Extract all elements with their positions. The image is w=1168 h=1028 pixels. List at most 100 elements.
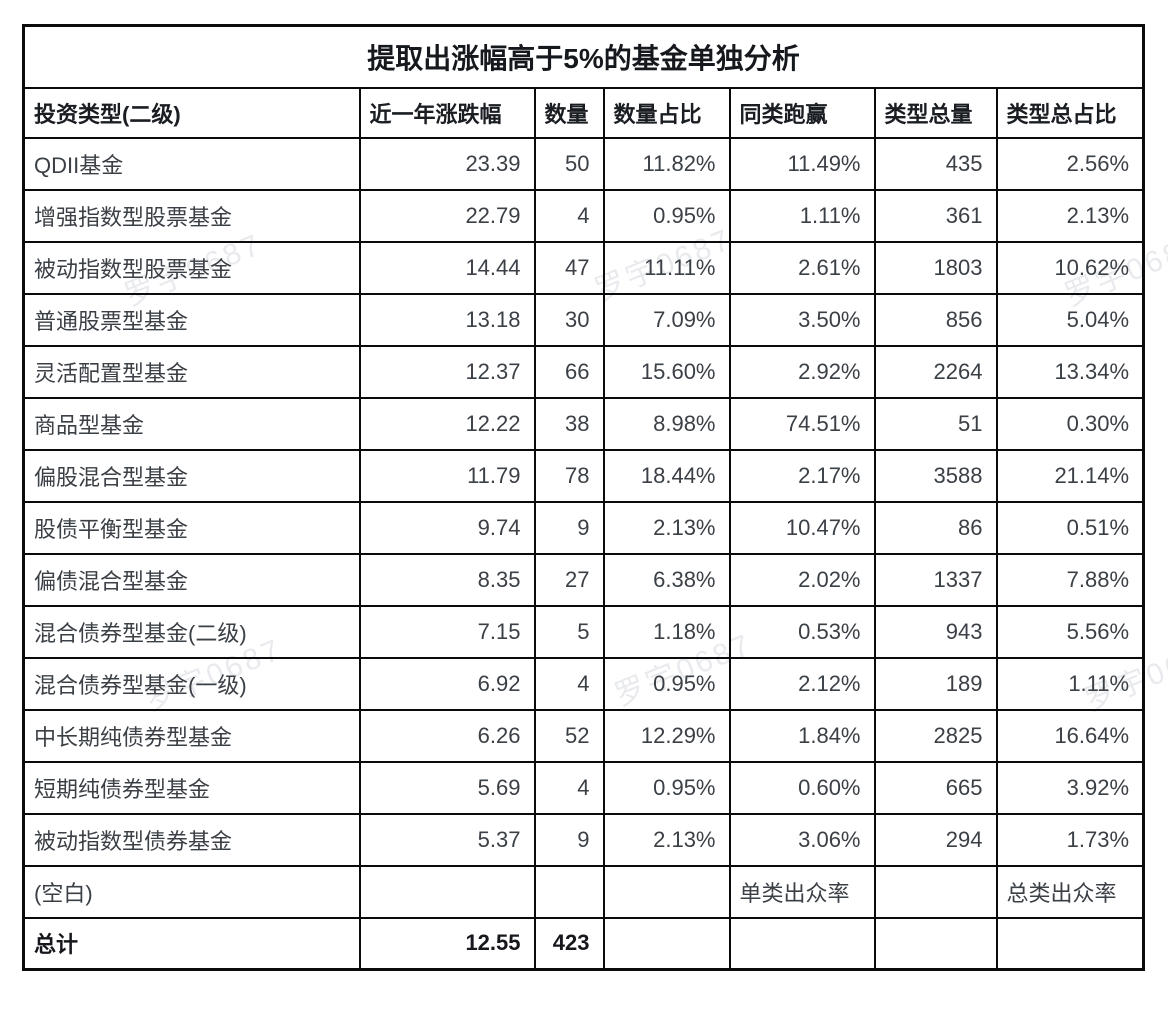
table-row: 偏债混合型基金 8.35 27 6.38% 2.02% 1337 7.88% [22,552,1145,607]
cell-type-total: 189 [873,656,998,711]
cell-investment-type: 短期纯债券型基金 [22,760,361,815]
table-row: 灵活配置型基金 12.37 66 15.60% 2.92% 2264 13.34… [22,344,1145,399]
cell-type-total-share: 21.14% [995,448,1145,503]
cell-count-share: 15.60% [602,344,731,399]
cell-type-total: 856 [873,292,998,347]
cell-one-year-change: 12.37 [358,344,536,399]
cell-type-total: 86 [873,500,998,555]
cell-outperform [728,916,876,971]
table-row: 混合债券型基金(一级) 6.92 4 0.95% 2.12% 189 1.11% [22,656,1145,711]
cell-count: 47 [533,240,605,295]
cell-type-total-share: 3.92% [995,760,1145,815]
cell-total-label: 总计 [22,916,361,971]
cell-outperform: 1.84% [728,708,876,763]
cell-one-year-change: 8.35 [358,552,536,607]
cell-count [533,864,605,919]
table-row: 偏股混合型基金 11.79 78 18.44% 2.17% 3588 21.14… [22,448,1145,503]
cell-outperform: 3.50% [728,292,876,347]
cell-type-total: 435 [873,136,998,191]
cell-count-share: 0.95% [602,188,731,243]
cell-count: 38 [533,396,605,451]
col-header-count: 数量 [533,86,605,139]
cell-type-total-share [995,916,1145,971]
cell-count: 4 [533,656,605,711]
cell-investment-type: QDII基金 [22,136,361,191]
table-row: 股债平衡型基金 9.74 9 2.13% 10.47% 86 0.51% [22,500,1145,555]
cell-one-year-change: 9.74 [358,500,536,555]
cell-type-total: 2264 [873,344,998,399]
cell-type-total-share: 2.56% [995,136,1145,191]
cell-one-year-change: 12.22 [358,396,536,451]
cell-type-total-share: 1.73% [995,812,1145,867]
cell-investment-type: 偏债混合型基金 [22,552,361,607]
cell-type-total-share: 1.11% [995,656,1145,711]
cell-one-year-change: 7.15 [358,604,536,659]
cell-investment-type: 被动指数型股票基金 [22,240,361,295]
col-header-count-share: 数量占比 [602,86,731,139]
table-row: 短期纯债券型基金 5.69 4 0.95% 0.60% 665 3.92% [22,760,1145,815]
cell-investment-type: 股债平衡型基金 [22,500,361,555]
cell-investment-type: 被动指数型债券基金 [22,812,361,867]
table-title: 提取出涨幅高于5%的基金单独分析 [22,24,1145,89]
cell-type-total-share: 10.62% [995,240,1145,295]
cell-one-year-change: 22.79 [358,188,536,243]
cell-one-year-change: 5.69 [358,760,536,815]
table-row: 商品型基金 12.22 38 8.98% 74.51% 51 0.30% [22,396,1145,451]
cell-count: 4 [533,188,605,243]
col-header-investment-type: 投资类型(二级) [22,86,361,139]
table-row: 被动指数型股票基金 14.44 47 11.11% 2.61% 1803 10.… [22,240,1145,295]
cell-one-year-change: 11.79 [358,448,536,503]
cell-one-year-change: 12.55 [358,916,536,971]
cell-count: 9 [533,500,605,555]
cell-outperform: 2.12% [728,656,876,711]
cell-count-share: 7.09% [602,292,731,347]
cell-investment-type: 混合债券型基金(二级) [22,604,361,659]
cell-investment-type: (空白) [22,864,361,919]
cell-type-total [873,916,998,971]
cell-count: 50 [533,136,605,191]
cell-type-total-share: 0.51% [995,500,1145,555]
cell-type-total-share: 0.30% [995,396,1145,451]
cell-count-share: 11.82% [602,136,731,191]
cell-one-year-change: 6.26 [358,708,536,763]
cell-type-total-share: 7.88% [995,552,1145,607]
cell-investment-type: 商品型基金 [22,396,361,451]
cell-count-share: 18.44% [602,448,731,503]
cell-outperform: 2.92% [728,344,876,399]
cell-investment-type: 偏股混合型基金 [22,448,361,503]
cell-count-share: 0.95% [602,760,731,815]
cell-count: 78 [533,448,605,503]
cell-type-total-share: 13.34% [995,344,1145,399]
cell-outperform: 1.11% [728,188,876,243]
cell-type-total: 665 [873,760,998,815]
cell-count: 27 [533,552,605,607]
cell-outperform: 11.49% [728,136,876,191]
cell-count-share: 1.18% [602,604,731,659]
cell-type-total-share: 5.04% [995,292,1145,347]
cell-one-year-change: 6.92 [358,656,536,711]
cell-one-year-change: 14.44 [358,240,536,295]
table-row: 中长期纯债券型基金 6.26 52 12.29% 1.84% 2825 16.6… [22,708,1145,763]
cell-one-year-change: 23.39 [358,136,536,191]
cell-count: 30 [533,292,605,347]
cell-outperform: 74.51% [728,396,876,451]
cell-count-share: 2.13% [602,812,731,867]
cell-one-year-change: 13.18 [358,292,536,347]
table-row: 增强指数型股票基金 22.79 4 0.95% 1.11% 361 2.13% [22,188,1145,243]
fund-analysis-table: 提取出涨幅高于5%的基金单独分析 投资类型(二级) 近一年涨跌幅 数量 数量占比… [22,24,1146,971]
cell-type-total: 1337 [873,552,998,607]
cell-total-type-outstanding-rate-label: 总类出众率 [995,864,1145,919]
table-row-blank: (空白) 单类出众率 总类出众率 [22,864,1145,919]
cell-one-year-change [358,864,536,919]
cell-type-total: 294 [873,812,998,867]
cell-investment-type: 混合债券型基金(一级) [22,656,361,711]
cell-type-total-share: 16.64% [995,708,1145,763]
header-row: 投资类型(二级) 近一年涨跌幅 数量 数量占比 同类跑赢 类型总量 类型总占比 [22,86,1145,139]
col-header-type-total: 类型总量 [873,86,998,139]
cell-single-type-outstanding-rate-label: 单类出众率 [728,864,876,919]
cell-count-share: 2.13% [602,500,731,555]
cell-type-total: 3588 [873,448,998,503]
cell-count: 5 [533,604,605,659]
cell-outperform: 2.61% [728,240,876,295]
